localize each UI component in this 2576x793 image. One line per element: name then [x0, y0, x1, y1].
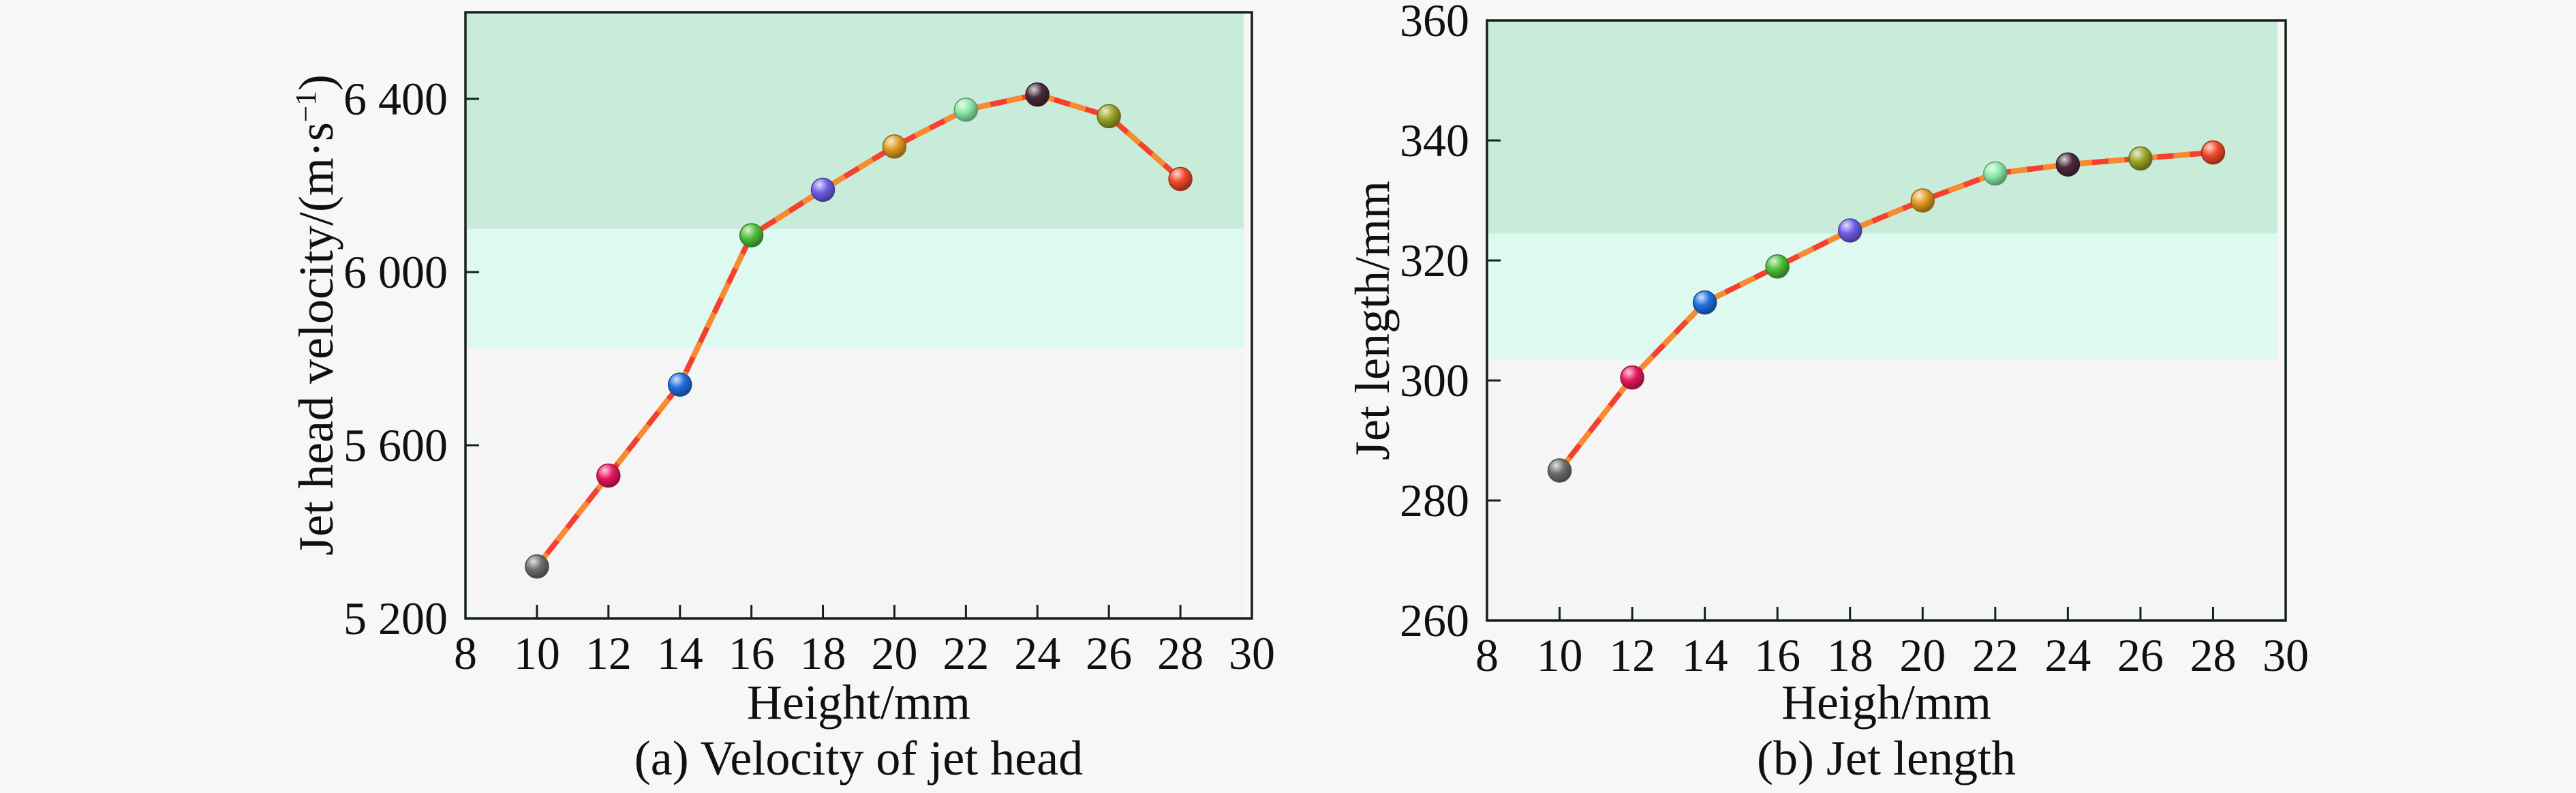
- data-line-dash-overlay: [1557, 149, 2213, 473]
- data-point: [810, 177, 835, 203]
- plot-border: [464, 11, 1253, 620]
- data-point: [1692, 290, 1717, 315]
- y-axis-label-text: Jet length/mm: [1345, 181, 1400, 460]
- data-line-dash-overlay: [534, 91, 1182, 569]
- plot-band-0: [1488, 20, 2278, 234]
- x-tick-label: 26: [1086, 627, 1132, 679]
- y-axis-label-velocity: Jet head velocity/(m·s−1): [273, 0, 343, 656]
- data-point: [1765, 254, 1790, 279]
- x-tick-label: 18: [1827, 629, 1873, 681]
- x-tick-label: 12: [1609, 629, 1655, 681]
- x-tick-label: 30: [1229, 627, 1275, 679]
- x-tick-label: 10: [1537, 629, 1583, 681]
- x-tick-label: 20: [871, 627, 917, 679]
- plot-band-2: [1488, 359, 2278, 620]
- x-axis-label-velocity: Height/mm: [747, 675, 970, 730]
- y-tick-label: 260: [1400, 595, 1469, 646]
- y-tick-label: 300: [1400, 355, 1469, 406]
- x-tick-label: 18: [800, 627, 846, 679]
- y-axis-label-jet-length: Jet length/mm: [1329, 0, 1400, 661]
- chart-jet-length: 8 10 12 14 16 18 20 22 24 26 28 30 260 280 300 320 340 36…: [1288, 0, 2576, 793]
- y-tick-label: 280: [1400, 475, 1469, 526]
- plot-band-0: [467, 12, 1244, 229]
- data-point: [2055, 152, 2081, 177]
- x-tick-label: 24: [1014, 627, 1060, 679]
- plot-area-velocity: 8 10 12 14 16 18 20 22 24 26 28 30 5 200 5 600 6 000 6 …: [343, 11, 1275, 679]
- plot-band-1: [1488, 233, 2278, 360]
- chart-velocity-of-jet-head: 8 10 12 14 16 18 20 22 24 26 28 30 5 200 5 600 6 000 6 …: [273, 0, 1275, 785]
- y-tick-label: 340: [1400, 115, 1469, 166]
- y-tick-label: 6 400: [343, 73, 448, 125]
- x-tick-label: 8: [454, 627, 477, 679]
- x-tick-label: 10: [514, 627, 560, 679]
- plot-border: [1486, 19, 2287, 622]
- y-tick-label: 360: [1400, 0, 1469, 46]
- plot-band-1: [467, 228, 1244, 348]
- y-tick-label: 5 200: [343, 593, 448, 644]
- y-tick-label: 6 000: [343, 246, 448, 298]
- x-tick-label: 12: [585, 627, 632, 679]
- x-tick-label: 26: [2117, 629, 2164, 681]
- data-point: [882, 134, 907, 159]
- data-point: [1983, 161, 2008, 186]
- caption-velocity: (a) Velocity of jet head: [634, 731, 1084, 785]
- y-tick-label: 320: [1400, 235, 1469, 286]
- x-tick-label: 16: [1754, 629, 1800, 681]
- x-tick-label: 30: [2263, 629, 2309, 681]
- data-point: [1168, 166, 1193, 192]
- x-tick-label: 20: [1899, 629, 1946, 681]
- x-tick-label: 24: [2044, 629, 2091, 681]
- data-point: [739, 223, 764, 248]
- y-axis-label-close: ): [289, 74, 343, 91]
- x-tick-label: 28: [1157, 627, 1203, 679]
- data-point: [1837, 218, 1862, 243]
- data-point: [1025, 82, 1050, 107]
- data-point: [525, 554, 549, 579]
- y-tick-label: 5 600: [343, 419, 448, 471]
- data-point: [2201, 140, 2226, 165]
- data-point: [1620, 365, 1644, 390]
- x-tick-label: 22: [942, 627, 989, 679]
- data-point: [1910, 188, 1935, 213]
- x-tick-label: 14: [1682, 629, 1728, 681]
- x-tick-label: 22: [1972, 629, 2019, 681]
- y-axis-label-superscript: −1: [290, 91, 322, 123]
- data-point: [1097, 104, 1121, 129]
- x-tick-label: 8: [1475, 629, 1499, 681]
- data-point: [2128, 146, 2153, 171]
- x-axis-label-jet-length: Heigh/mm: [1781, 675, 1991, 730]
- plot-band-2: [467, 348, 1244, 618]
- data-point: [596, 463, 621, 488]
- data-point: [1547, 458, 1572, 483]
- y-axis-label-text: Jet head velocity/(m·s: [289, 122, 343, 556]
- data-point: [667, 372, 692, 397]
- x-tick-label: 16: [729, 627, 775, 679]
- x-tick-label: 28: [2190, 629, 2236, 681]
- plot-area-jet-length: 8 10 12 14 16 18 20 22 24 26 28 30 260 280 300 320 340 36…: [1400, 0, 2309, 681]
- x-tick-label: 14: [657, 627, 703, 679]
- data-point: [953, 98, 979, 122]
- caption-jet-length: (b) Jet length: [1757, 731, 2016, 785]
